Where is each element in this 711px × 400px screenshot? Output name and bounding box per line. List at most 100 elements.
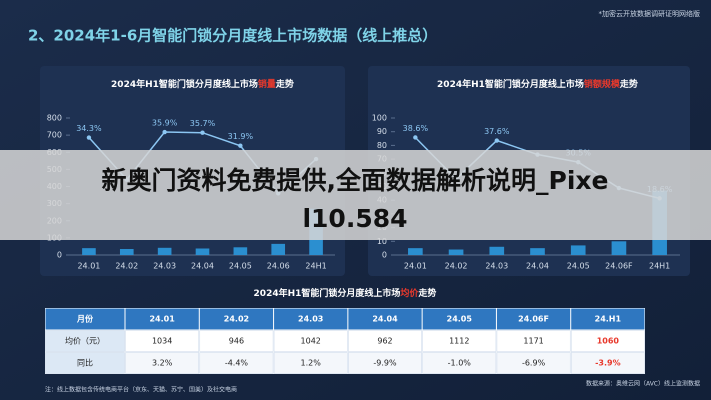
x-tick-label: 24.04 [191, 262, 214, 271]
bar [448, 249, 464, 255]
x-tick-label: 24.06 [267, 262, 290, 271]
y-tick-label: 80 [377, 141, 387, 150]
cell [570, 352, 645, 374]
title-text: 走势 [275, 78, 294, 90]
header-text: 24.02 [224, 315, 249, 324]
cell [45, 352, 125, 374]
header-cell [348, 308, 422, 330]
cell-text: 1.2% [301, 359, 322, 368]
banner-bg [0, 150, 711, 240]
cell-text: 1060 [597, 337, 620, 346]
x-tick-label: 24H1 [649, 262, 670, 271]
header-cell [125, 308, 199, 330]
cell [348, 330, 422, 352]
bar [489, 246, 505, 255]
cell-text: 1171 [523, 337, 543, 346]
title-text: 2024年H1智能门锁分月度线上市场 [437, 78, 584, 90]
value-label: 38.6% [403, 124, 429, 133]
header-text: 24.05 [447, 315, 473, 324]
title-highlight: 销量 [258, 78, 276, 90]
title-text: 2024年H1智能门锁分月度线上市场 [111, 78, 258, 90]
page-title: 2、2024年1-6月智能门锁分月度线上市场数据（线上推总） [28, 27, 437, 45]
value-label: 31.9% [228, 132, 254, 141]
header-text: 24.06F [518, 315, 549, 324]
header-text: 24.01 [149, 315, 175, 324]
cell [348, 352, 422, 374]
x-tick-label: 24.04 [526, 262, 549, 271]
cell-text: -4.4% [225, 359, 249, 368]
y-tick-label: 90 [377, 127, 387, 136]
title-text: 走势 [619, 78, 638, 90]
x-tick-label: 24.01 [404, 262, 427, 271]
x-tick-label: 24.05 [229, 262, 252, 271]
cell [125, 352, 200, 374]
line-point [494, 138, 499, 143]
value-label: 34.3% [76, 124, 102, 133]
cell [125, 330, 200, 352]
cell-text: 同比 [77, 358, 93, 368]
header-cell [422, 308, 496, 330]
bar [570, 245, 586, 255]
cell [45, 330, 125, 352]
cell-text: -3.9% [595, 359, 621, 368]
y-tick-label: 0 [382, 251, 387, 260]
header-text: 月份 [76, 314, 94, 324]
line-point [162, 129, 167, 135]
title-text: 2024年H1智能门锁分月度线上市场 [254, 287, 401, 299]
bar [530, 248, 545, 255]
chart-title: 2024年H1智能门锁分月度线上市场销量走势 [111, 78, 294, 90]
cell-text: 1034 [152, 337, 172, 346]
cell-text: 946 [229, 337, 244, 346]
header-text: 24.04 [372, 315, 398, 324]
y-tick-label: 10 [377, 237, 387, 246]
header-text: 24.03 [298, 315, 323, 324]
x-tick-label: 24.06F [605, 262, 633, 271]
cell [199, 330, 274, 352]
value-label: 35.9% [152, 119, 178, 128]
banner-text: 新奥门资料免费提供,全面数据解析说明_Pixe [102, 166, 609, 195]
x-tick-label: 24.02 [115, 262, 138, 271]
cell [496, 330, 571, 352]
line-point [238, 143, 243, 148]
x-tick-label: 24H1 [305, 262, 326, 271]
title-highlight: 均价 [400, 287, 419, 299]
title-highlight: 销额规模 [584, 78, 621, 90]
bar [271, 243, 286, 255]
cell [422, 352, 497, 374]
bar [82, 248, 96, 255]
x-tick-label: 24.03 [485, 262, 508, 271]
cell-text: 962 [377, 337, 392, 346]
value-label: 35.7% [190, 119, 216, 128]
bar [157, 247, 172, 255]
line-point [200, 130, 205, 135]
cell [199, 352, 274, 374]
chart-title: 2024年H1智能门锁分月度线上市场销额规模走势 [437, 78, 638, 90]
y-tick-label: 100 [372, 114, 387, 123]
x-tick-label: 24.03 [153, 262, 176, 271]
bar [408, 248, 423, 255]
bar [119, 249, 134, 255]
header-cell [45, 308, 125, 330]
footer-source: 数据来源：奥维云网（AVC）线上监测数据 [586, 380, 700, 388]
title-text: 走势 [417, 287, 436, 299]
page-note: *加密云开放数据调研证明网络版 [599, 9, 701, 18]
cell-text: 1112 [449, 337, 469, 346]
line-point [413, 135, 418, 140]
x-tick-label: 24.01 [77, 262, 100, 271]
chart-title: 2024年H1智能门锁分月度线上市场均价走势 [254, 287, 437, 299]
line-point [86, 135, 92, 140]
header-cell [274, 308, 348, 330]
y-tick-label: 800 [47, 114, 62, 123]
cell-text: -9.9% [373, 359, 397, 368]
bar [233, 247, 248, 255]
y-tick-label: 0 [57, 251, 62, 260]
bar [611, 241, 627, 255]
header-cell [571, 308, 645, 330]
header-cell [496, 308, 571, 330]
y-tick-label: 700 [47, 131, 62, 140]
cell [422, 330, 497, 352]
x-tick-label: 24.05 [567, 262, 590, 271]
cell-text: 均价（元） [65, 336, 105, 346]
